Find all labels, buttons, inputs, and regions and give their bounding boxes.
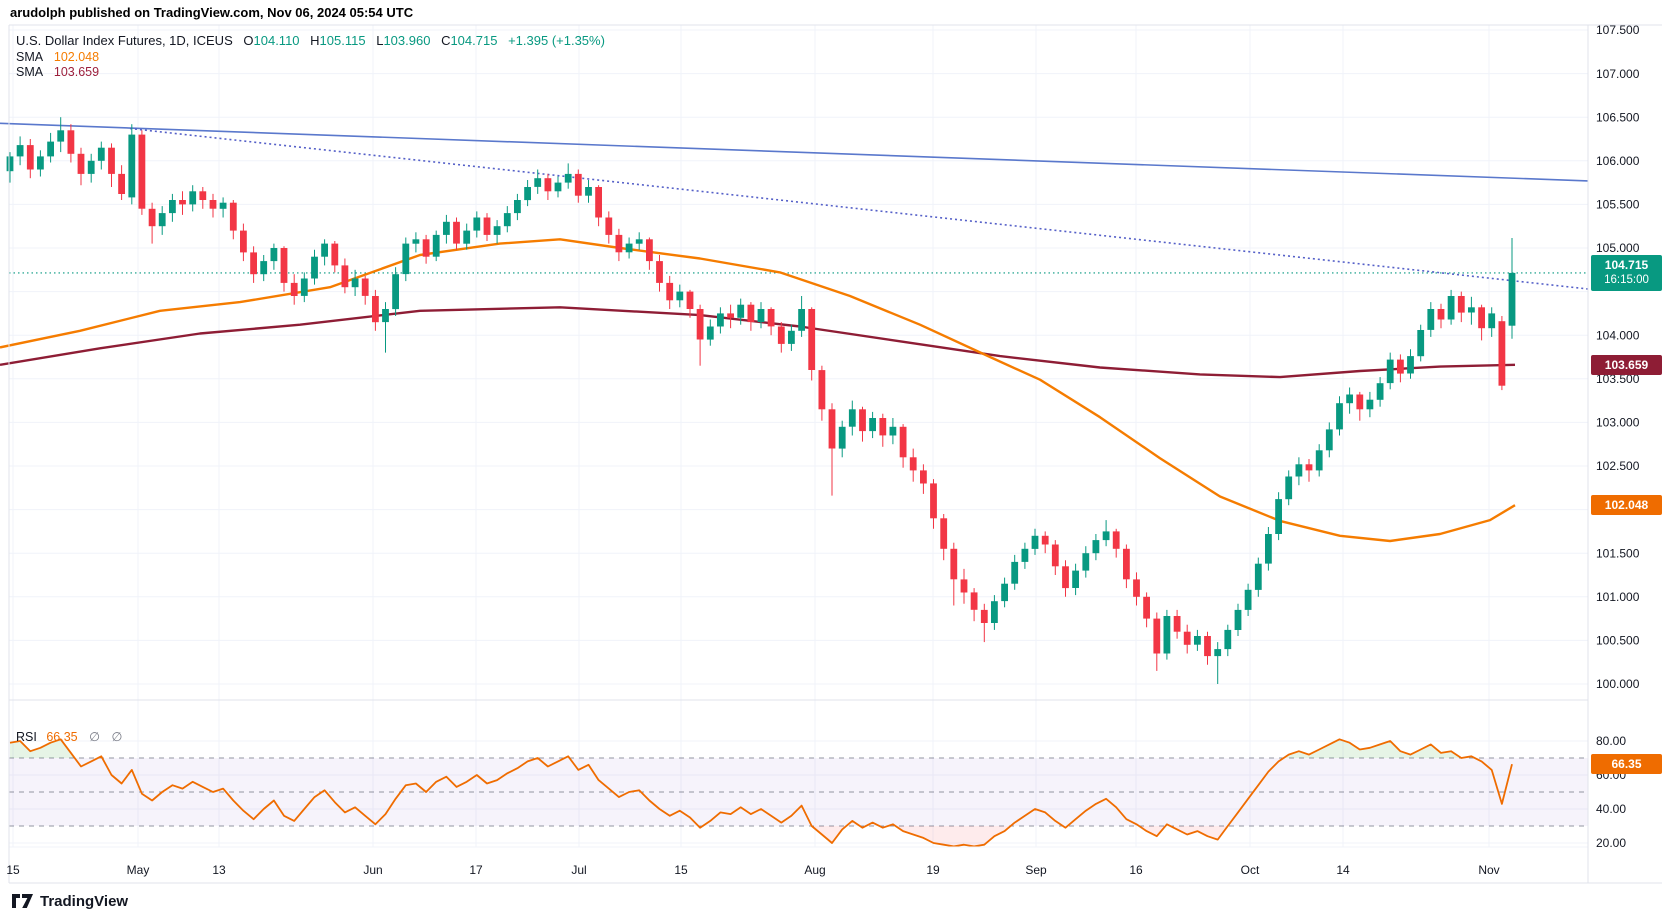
svg-text:May: May <box>127 863 150 877</box>
svg-text:101.500: 101.500 <box>1596 546 1640 560</box>
sma-slow-line <box>0 306 1516 379</box>
grid-layer <box>9 25 1588 847</box>
sma-fast-legend[interactable]: SMA 102.048 <box>16 50 99 64</box>
svg-text:80.00: 80.00 <box>1596 734 1626 748</box>
open-value: 104.110 <box>253 33 300 48</box>
rsi-legend[interactable]: RSI 66.35 ∅ ∅ <box>16 729 122 744</box>
rsi-label: RSI <box>16 730 37 744</box>
candlestick-layer[interactable] <box>6 117 1516 684</box>
svg-text:104.000: 104.000 <box>1596 328 1640 342</box>
rsi-line <box>9 738 1513 848</box>
symbol-title[interactable]: U.S. Dollar Index Futures, 1D, ICEUS <box>16 33 233 48</box>
rsi-badge: 66.35 <box>1591 754 1662 774</box>
svg-text:106.500: 106.500 <box>1596 110 1640 124</box>
sma-slow-legend[interactable]: SMA 103.659 <box>16 65 99 79</box>
svg-text:13: 13 <box>212 863 226 877</box>
svg-text:Sep: Sep <box>1025 863 1047 877</box>
open-label: O <box>243 33 254 48</box>
tradingview-logo-icon <box>12 894 33 908</box>
current-price-value: 104.715 <box>1604 258 1649 272</box>
svg-text:19: 19 <box>926 863 940 877</box>
sma-slow-label: SMA <box>16 65 43 79</box>
rsi-layer[interactable] <box>9 738 1513 848</box>
current-price-badge: 104.715 16:15:00 <box>1591 255 1662 291</box>
svg-text:40.00: 40.00 <box>1596 802 1626 816</box>
svg-text:15: 15 <box>674 863 688 877</box>
svg-text:100.000: 100.000 <box>1596 677 1640 691</box>
sma-fast-line <box>0 238 1516 543</box>
svg-text:Jun: Jun <box>363 863 382 877</box>
svg-text:Oct: Oct <box>1241 863 1260 877</box>
high-value: 105.115 <box>319 33 366 48</box>
sma-fast-label: SMA <box>16 50 43 64</box>
low-value: 103.960 <box>383 33 431 48</box>
svg-text:101.000: 101.000 <box>1596 590 1640 604</box>
svg-text:107.500: 107.500 <box>1596 23 1640 37</box>
sma-layer[interactable] <box>0 238 1516 543</box>
svg-text:20.00: 20.00 <box>1596 836 1626 850</box>
bar-countdown: 16:15:00 <box>1604 274 1649 286</box>
svg-text:15: 15 <box>6 863 20 877</box>
sma-slow-badge: 103.659 <box>1591 355 1662 375</box>
time-axis[interactable]: 15 May 13 Jun 17 Jul 15 Aug 19 Sep 16 Oct 14 Nov <box>6 863 1499 877</box>
trendline-layer[interactable] <box>0 122 1589 290</box>
chart-legend: U.S. Dollar Index Futures, 1D, ICEUS O10… <box>16 33 605 48</box>
tradingview-watermark[interactable]: TradingView <box>12 893 128 910</box>
svg-text:17: 17 <box>469 863 483 877</box>
rsi-placeholder-icon: ∅ <box>111 730 123 744</box>
attribution-text: arudolph published on TradingView.com, N… <box>10 5 414 20</box>
svg-text:Jul: Jul <box>571 863 586 877</box>
svg-text:102.500: 102.500 <box>1596 459 1640 473</box>
svg-text:106.000: 106.000 <box>1596 154 1640 168</box>
svg-text:103.000: 103.000 <box>1596 416 1640 430</box>
svg-text:100.500: 100.500 <box>1596 634 1640 648</box>
svg-text:14: 14 <box>1336 863 1350 877</box>
close-value: 104.715 <box>450 33 498 48</box>
svg-text:107.000: 107.000 <box>1596 67 1640 81</box>
sma-fast-value: 102.048 <box>53 50 100 64</box>
rsi-band <box>9 757 1588 827</box>
low-label: L <box>376 33 384 48</box>
svg-text:Nov: Nov <box>1478 863 1499 877</box>
sma-slow-value: 103.659 <box>53 65 100 79</box>
svg-text:Aug: Aug <box>804 863 825 877</box>
change-value: +1.395 (+1.35%) <box>508 33 605 48</box>
price-axis[interactable]: 107.500 107.000 106.500 106.000 105.500 105.0… <box>1596 23 1640 850</box>
svg-text:105.500: 105.500 <box>1596 198 1640 212</box>
tradingview-logo-text: TradingView <box>40 893 129 910</box>
rsi-value: 66.35 <box>46 730 78 744</box>
svg-text:105.000: 105.000 <box>1596 241 1640 255</box>
svg-text:16: 16 <box>1129 863 1143 877</box>
rsi-placeholder-icon: ∅ <box>89 730 100 744</box>
chart-frame <box>8 24 1662 884</box>
close-label: C <box>441 33 451 48</box>
high-label: H <box>310 33 320 48</box>
svg-text:103.500: 103.500 <box>1596 372 1640 386</box>
sma-fast-badge: 102.048 <box>1591 495 1662 515</box>
